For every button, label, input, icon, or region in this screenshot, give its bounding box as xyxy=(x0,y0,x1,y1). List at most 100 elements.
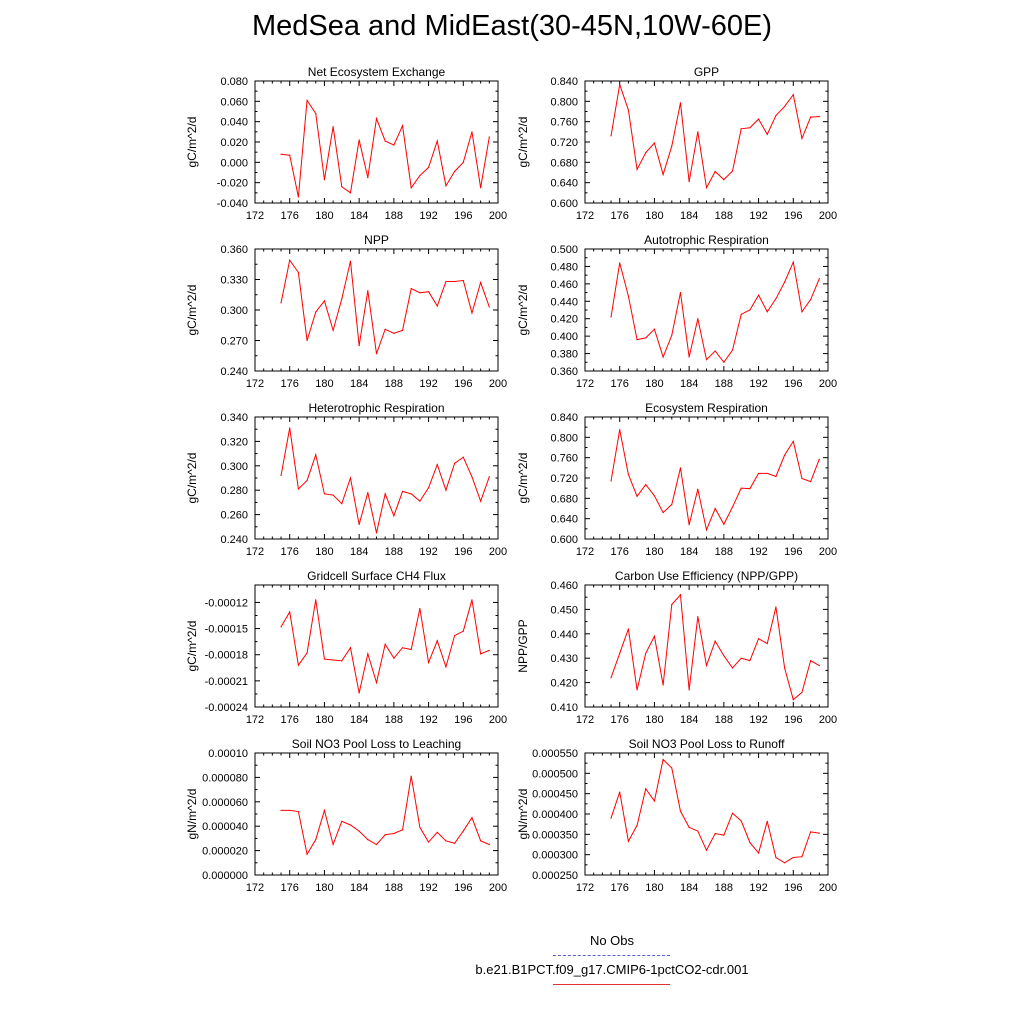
x-tick-label: 172 xyxy=(576,378,594,390)
data-point xyxy=(671,503,673,506)
data-point xyxy=(697,131,699,133)
data-point xyxy=(671,145,673,147)
y-tick-label: -0.00012 xyxy=(205,597,248,609)
x-tick-label: 196 xyxy=(784,882,802,894)
chart-panel: 172 176 180 184 188 192 196 200 0.000250 0.000300… xyxy=(516,737,837,894)
data-point xyxy=(688,356,690,358)
y-tick-label: 0.320 xyxy=(220,436,248,448)
data-point xyxy=(419,174,421,177)
y-axis-label: gN/m^2/d xyxy=(185,789,199,840)
data-point xyxy=(662,356,664,358)
data-point xyxy=(367,653,369,655)
data-point xyxy=(306,339,308,342)
y-tick-label: 0.420 xyxy=(550,678,578,690)
data-point xyxy=(349,260,352,262)
data-point xyxy=(645,788,647,790)
y-tick-label: 0.080 xyxy=(220,76,248,88)
x-tick-label: 200 xyxy=(819,882,837,894)
data-point xyxy=(332,329,334,331)
x-tick-label: 172 xyxy=(576,882,594,894)
y-tick-label: 0.440 xyxy=(550,629,578,641)
data-point xyxy=(757,472,760,475)
panel-title: GPP xyxy=(694,65,719,79)
data-point xyxy=(688,826,690,829)
data-point xyxy=(792,856,794,859)
x-tick-label: 184 xyxy=(350,546,368,558)
chart-panel: 172 176 180 184 188 192 196 200 -0.040 -0.020 0.00… xyxy=(185,65,507,222)
x-tick-label: 172 xyxy=(576,546,594,558)
data-point xyxy=(801,856,803,858)
data-point xyxy=(358,139,360,141)
data-point xyxy=(488,476,490,478)
data-point xyxy=(662,173,664,176)
x-tick-label: 188 xyxy=(385,378,403,390)
data-point xyxy=(627,628,629,630)
series-line xyxy=(280,599,490,694)
x-tick-label: 200 xyxy=(819,714,837,726)
data-point xyxy=(636,495,638,497)
y-tick-label: 0.000500 xyxy=(532,768,578,780)
panel-title: Ecosystem Respiration xyxy=(645,401,768,415)
data-point xyxy=(645,652,647,654)
x-tick-label: 188 xyxy=(385,882,403,894)
panel-title: Carbon Use Efficiency (NPP/GPP) xyxy=(615,569,798,583)
x-tick-label: 180 xyxy=(645,378,663,390)
y-tick-label: 0.360 xyxy=(220,244,248,256)
y-tick-label: 0.460 xyxy=(550,279,578,291)
data-point xyxy=(384,643,386,645)
x-tick-label: 180 xyxy=(645,882,663,894)
data-point xyxy=(784,105,786,108)
x-tick-label: 192 xyxy=(749,546,767,558)
data-point xyxy=(705,187,708,189)
x-tick-label: 188 xyxy=(385,210,403,222)
data-point xyxy=(471,817,473,819)
data-point xyxy=(445,489,447,491)
data-point xyxy=(749,309,751,311)
data-point xyxy=(488,649,490,651)
data-point xyxy=(401,329,404,331)
y-tick-label: 0.300 xyxy=(220,305,248,317)
x-tick-label: 192 xyxy=(419,378,437,390)
x-tick-label: 180 xyxy=(315,882,333,894)
data-point xyxy=(375,353,378,355)
data-point xyxy=(818,664,820,667)
y-tick-label: 0.000250 xyxy=(532,870,578,882)
data-point xyxy=(757,852,760,854)
panel-title: Soil NO3 Pool Loss to Runoff xyxy=(629,737,786,751)
data-point xyxy=(297,271,299,273)
plot-frame xyxy=(254,416,499,540)
data-point xyxy=(775,606,777,608)
series-line xyxy=(280,427,490,534)
x-tick-label: 196 xyxy=(454,546,472,558)
data-point xyxy=(289,154,291,156)
data-point xyxy=(454,842,456,844)
data-point xyxy=(766,472,768,475)
data-point xyxy=(375,532,378,534)
series-line xyxy=(610,260,820,364)
x-tick-label: 184 xyxy=(350,210,368,222)
data-point xyxy=(358,523,360,525)
data-point xyxy=(662,758,664,761)
data-point xyxy=(671,334,673,336)
x-tick-label: 200 xyxy=(819,210,837,222)
series-line xyxy=(280,258,490,354)
data-point xyxy=(610,135,612,137)
x-tick-label: 176 xyxy=(281,882,299,894)
data-point xyxy=(358,830,360,832)
x-tick-label: 180 xyxy=(315,546,333,558)
data-point xyxy=(723,179,725,181)
x-tick-label: 192 xyxy=(749,210,767,222)
y-tick-label: 0.000400 xyxy=(532,809,578,821)
legend-line-no-obs xyxy=(553,955,670,956)
y-tick-label: 0.720 xyxy=(550,473,578,485)
y-tick-label: 0.000080 xyxy=(202,772,248,784)
data-point xyxy=(679,291,682,294)
data-point xyxy=(792,440,794,442)
data-point xyxy=(297,810,299,813)
data-point xyxy=(454,462,456,464)
data-point xyxy=(419,607,421,610)
data-point xyxy=(705,359,708,361)
y-tick-label: -0.00018 xyxy=(205,650,248,662)
y-tick-label: 0.450 xyxy=(550,604,578,616)
data-point xyxy=(818,832,820,834)
